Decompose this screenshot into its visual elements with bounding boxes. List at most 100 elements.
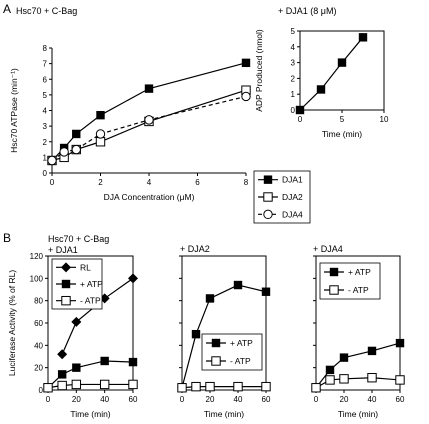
data-point <box>241 58 251 68</box>
x-tick-label: 0 <box>298 115 303 124</box>
x-axis-title: Time (min) <box>70 409 110 419</box>
x-tick-label: 0 <box>50 178 55 187</box>
series-line <box>61 277 134 355</box>
x-tick-label: 20 <box>340 395 349 404</box>
x-tick-label: 6 <box>195 178 200 187</box>
x-axis-title: DJA Concentration (μM) <box>104 192 195 202</box>
legend: + ATP - ATP <box>201 333 263 371</box>
data-point <box>72 363 81 372</box>
y-tick-label: 5 <box>291 27 296 36</box>
x-axis-title: Time (min) <box>338 409 378 419</box>
y-tick-label: 5 <box>43 91 48 100</box>
x-tick-label: 20 <box>72 395 81 404</box>
legend-label: DJA4 <box>282 209 303 219</box>
y-tick-label: 1 <box>43 153 48 162</box>
data-point <box>128 379 138 390</box>
y-tick-label: 8 <box>43 44 48 53</box>
y-tick-label: 3 <box>43 122 48 131</box>
chart-adp: 0 5 10 0 1 2 3 4 5 Time (min) ADP Produced (nmol) <box>254 27 389 139</box>
data-point <box>261 287 271 296</box>
data-point <box>57 380 67 391</box>
y-tick-label: 20 <box>34 364 43 373</box>
panel-a-inset-condition: + DJA1 (8 μM) <box>278 6 336 16</box>
x-tick-label: 20 <box>206 395 215 404</box>
legend-label: - ATP <box>230 356 251 366</box>
data-point <box>337 58 347 67</box>
data-point <box>233 381 243 392</box>
x-tick-label: 0 <box>46 395 51 404</box>
y-tick-label: 0 <box>39 386 44 395</box>
data-point <box>358 33 368 42</box>
data-point <box>95 129 106 139</box>
data-point <box>71 316 82 327</box>
data-point <box>367 346 377 356</box>
data-point <box>57 370 67 379</box>
x-tick-label: 40 <box>368 395 377 404</box>
y-tick-label: 7 <box>43 60 48 69</box>
data-point <box>47 155 57 166</box>
data-point <box>57 349 68 360</box>
x-tick-label: 60 <box>262 395 271 404</box>
legend-label: + ATP <box>80 279 103 289</box>
y-tick-label: 4 <box>43 107 48 116</box>
legend-label: - ATP <box>80 296 101 306</box>
legend-marker <box>263 175 273 184</box>
data-point <box>233 280 243 290</box>
data-point <box>316 85 326 94</box>
data-point <box>205 294 215 303</box>
x-tick-label: 4 <box>147 178 152 187</box>
data-point <box>43 383 53 393</box>
data-point <box>205 381 215 392</box>
series-line <box>51 62 247 161</box>
data-point <box>71 144 81 155</box>
legend-label: - ATP <box>348 285 369 295</box>
y-axis-title: Luciferase Activity (% of RL) <box>7 270 17 376</box>
chart-luc_dja1: 0 20 40 60 0 20 40 60 80 100 120 Time (min) Lucifera… <box>7 252 138 419</box>
legend-marker <box>329 285 339 295</box>
panel-b-condition-2: + DJA2 <box>180 244 210 254</box>
panel-b-condition-3: + DJA4 <box>313 244 343 254</box>
chart-luc_dja2: 0 20 40 60 Time (min) + ATP - ATP <box>177 255 271 419</box>
series-line <box>299 36 364 111</box>
x-tick-label: 40 <box>100 395 109 404</box>
legend-marker <box>263 192 273 202</box>
legend-label: DJA1 <box>282 175 303 185</box>
x-tick-label: 0 <box>314 395 319 404</box>
data-point <box>325 365 335 375</box>
panel-label-a: A <box>3 2 11 16</box>
y-axis-title: ADP Produced (nmol) <box>254 29 264 112</box>
legend-label: DJA2 <box>282 192 303 202</box>
y-tick-label: 4 <box>291 43 296 52</box>
data-point <box>261 381 271 392</box>
data-point <box>395 338 405 348</box>
y-tick-label: 40 <box>34 341 43 350</box>
legend: RL + ATP - ATP <box>51 258 103 310</box>
x-tick-label: 2 <box>98 178 103 187</box>
x-tick-label: 60 <box>129 395 138 404</box>
data-point <box>59 147 69 157</box>
y-tick-label: 3 <box>291 59 296 68</box>
legend-label: RL <box>80 262 91 272</box>
y-tick-label: 100 <box>30 274 44 283</box>
y-tick-label: 2 <box>291 74 296 83</box>
legend-label: + ATP <box>230 338 253 348</box>
y-tick-label: 120 <box>30 252 44 261</box>
data-point <box>191 329 201 339</box>
data-point <box>311 383 321 393</box>
data-point <box>100 356 109 366</box>
y-tick-label: 2 <box>43 138 48 147</box>
data-point <box>241 91 251 102</box>
data-point <box>96 110 105 120</box>
legend-marker <box>61 262 71 273</box>
legend-marker <box>211 338 221 348</box>
x-tick-label: 60 <box>396 395 405 404</box>
data-point <box>72 129 81 139</box>
data-point <box>144 115 154 125</box>
data-point <box>295 105 305 115</box>
legend-marker <box>263 209 273 220</box>
data-point <box>339 353 349 362</box>
y-tick-label: 1 <box>291 90 296 99</box>
x-tick-label: 40 <box>234 395 243 404</box>
x-tick-label: 8 <box>244 178 249 187</box>
